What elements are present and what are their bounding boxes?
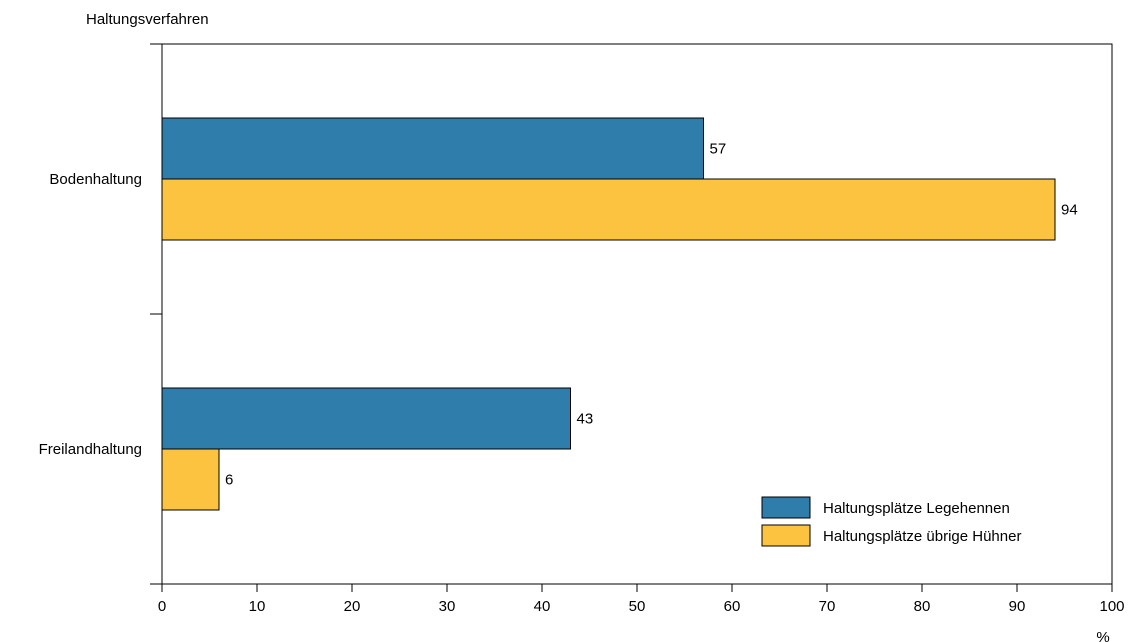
bars [161, 117, 1056, 511]
x-tick-label: 60 [724, 598, 741, 615]
bar [161, 448, 220, 511]
bar [161, 178, 1056, 241]
legend-swatch [761, 496, 811, 519]
category-label: Freilandhaltung [39, 441, 142, 458]
x-axis-ticks: 0 10 20 30 40 50 60 70 80 90 100 [150, 43, 1125, 615]
x-tick-label: 30 [439, 598, 456, 615]
bar-value-label: 43 [577, 411, 594, 428]
x-tick-label: 0 [158, 598, 166, 615]
data-labels: Bodenhaltung 57 94 Freilandhaltung 43 6 [39, 141, 1078, 489]
legend-label: Haltungsplätze übrige Hühner [823, 528, 1021, 545]
legend: Haltungsplätze Legehennen Haltungsplätze … [761, 496, 1021, 547]
x-tick-label: 70 [819, 598, 836, 615]
legend-swatch [761, 524, 811, 547]
bar [161, 117, 704, 180]
bar [161, 387, 571, 450]
x-tick-label: 100 [1099, 598, 1124, 615]
bar-value-label: 57 [710, 141, 727, 158]
x-tick-label: 20 [344, 598, 361, 615]
y-axis-title: Haltungsverfahren [86, 11, 209, 28]
x-axis-unit: % [1096, 629, 1109, 642]
legend-label: Haltungsplätze Legehennen [823, 500, 1010, 517]
x-tick-label: 10 [249, 598, 266, 615]
bar-value-label: 94 [1061, 202, 1078, 219]
x-tick-label: 90 [1009, 598, 1026, 615]
category-label: Bodenhaltung [49, 171, 142, 188]
x-tick-label: 80 [914, 598, 931, 615]
x-tick-label: 40 [534, 598, 551, 615]
bar-value-label: 6 [225, 472, 233, 489]
x-tick-label: 50 [629, 598, 646, 615]
